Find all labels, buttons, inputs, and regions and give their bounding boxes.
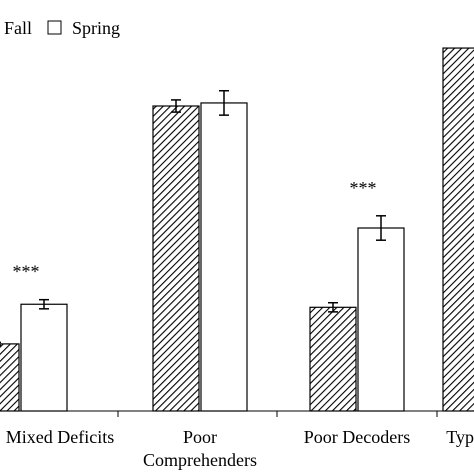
significance-marker-2: *** (350, 178, 377, 198)
bar-fall-2 (152, 105, 200, 412)
significance-marker-1: *** (13, 262, 40, 282)
bar-spring-1 (20, 303, 68, 412)
error-bar-fall-2 (171, 99, 181, 113)
bar-spring-2 (200, 102, 248, 412)
x-tick-label-4: Typ (446, 427, 474, 447)
error-bar-spring-3 (376, 215, 386, 241)
x-tick-label-3: Poor Decoders (304, 427, 410, 447)
bar-fall-1 (0, 343, 20, 412)
bar-fall-3 (309, 306, 357, 412)
legend-label-fall: Fall (4, 18, 32, 38)
error-bar-fall-3 (328, 301, 338, 313)
bar-spring-3 (357, 227, 405, 412)
x-tick-label-2: Poor Comprehenders (143, 427, 257, 470)
error-bar-spring-1 (39, 298, 49, 310)
bar-fall-4 (442, 47, 474, 412)
error-bar-spring-2 (219, 90, 229, 116)
x-axis-ticks (117, 411, 438, 417)
plot-area (0, 47, 474, 412)
x-tick-label-1: Mixed Deficits (6, 427, 114, 447)
legend-swatch-spring (47, 20, 62, 35)
legend-label-spring: Spring (72, 18, 120, 38)
legend: Fall Spring (4, 18, 120, 38)
significance-annotations: *** *** (13, 178, 377, 282)
x-axis-labels: Mixed Deficits Poor Comprehenders Poor Deco… (6, 427, 474, 470)
